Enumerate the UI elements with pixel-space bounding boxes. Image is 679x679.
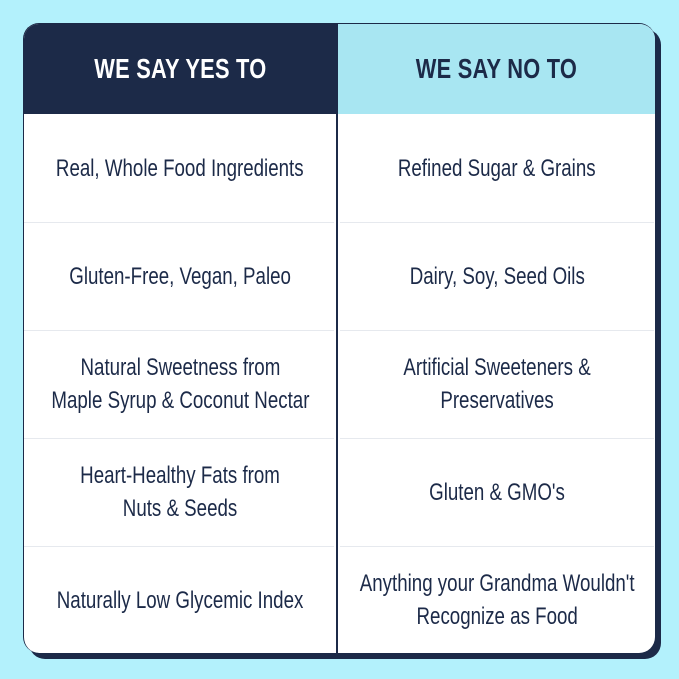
no-cell-text: Refined Sugar & Grains — [398, 152, 596, 185]
row-divider — [24, 330, 334, 331]
yes-cell-text: Real, Whole Food Ingredients — [56, 152, 304, 185]
cell-line: Nuts & Seeds — [122, 495, 238, 522]
cell-line: Heart-Healthy Fats from — [80, 462, 280, 489]
cell-line: Gluten-Free, Vegan, Paleo — [69, 262, 291, 290]
no-cell-text: Artificial Sweeteners & Preservatives — [403, 351, 590, 417]
header-yes-label: WE SAY YES TO — [93, 53, 267, 84]
yes-cell-text: Natural Sweetness from Maple Syrup & Coco… — [51, 351, 309, 417]
yes-cell-text: Gluten-Free, Vegan, Paleo — [69, 260, 291, 293]
yes-cell: Real, Whole Food Ingredients — [24, 114, 336, 222]
header-yes: WE SAY YES TO — [24, 24, 336, 114]
no-cell-text: Gluten & GMO's — [429, 476, 565, 509]
row-divider — [340, 330, 654, 331]
yes-cell: Gluten-Free, Vegan, Paleo — [24, 222, 336, 330]
yes-cell: Heart-Healthy Fats from Nuts & Seeds — [24, 438, 336, 546]
yes-cell: Natural Sweetness from Maple Syrup & Coco… — [24, 330, 336, 438]
column-divider — [336, 24, 338, 653]
cell-line: Anything your Grandma Wouldn't — [359, 570, 635, 597]
no-cell: Refined Sugar & Grains — [338, 114, 655, 222]
no-cell-text: Anything your Grandma Wouldn't Recognize … — [360, 567, 635, 633]
row-divider — [24, 222, 334, 223]
header-no: WE SAY NO TO — [337, 24, 655, 114]
no-cell: Gluten & GMO's — [338, 438, 655, 546]
cell-line: Dairy, Soy, Seed Oils — [409, 262, 585, 290]
cell-line: Naturally Low Glycemic Index — [56, 586, 304, 614]
cell-line: Preservatives — [440, 387, 554, 414]
header-no-label: WE SAY NO TO — [415, 53, 577, 84]
row-divider — [24, 546, 334, 547]
cell-line: Gluten & GMO's — [429, 478, 565, 506]
cell-line: Refined Sugar & Grains — [398, 154, 596, 182]
yes-cell: Naturally Low Glycemic Index — [24, 546, 336, 653]
row-divider — [24, 438, 334, 439]
no-cell: Dairy, Soy, Seed Oils — [338, 222, 655, 330]
cell-line: Artificial Sweeteners & — [403, 354, 591, 381]
yes-cell-text: Heart-Healthy Fats from Nuts & Seeds — [80, 459, 280, 525]
cell-line: Recognize as Food — [416, 603, 578, 630]
row-divider — [340, 222, 654, 223]
cell-line: Real, Whole Food Ingredients — [56, 154, 304, 182]
cell-line: Maple Syrup & Coconut Nectar — [50, 387, 310, 414]
no-cell-text: Dairy, Soy, Seed Oils — [409, 260, 584, 293]
no-cell: Artificial Sweeteners & Preservatives — [338, 330, 655, 438]
comparison-table: WE SAY YES TO WE SAY NO TO Real, Whole F… — [23, 23, 655, 653]
row-divider — [340, 546, 654, 547]
row-divider — [340, 438, 654, 439]
cell-line: Natural Sweetness from — [80, 354, 280, 381]
yes-cell-text: Naturally Low Glycemic Index — [57, 584, 304, 617]
no-cell: Anything your Grandma Wouldn't Recognize … — [338, 546, 655, 653]
